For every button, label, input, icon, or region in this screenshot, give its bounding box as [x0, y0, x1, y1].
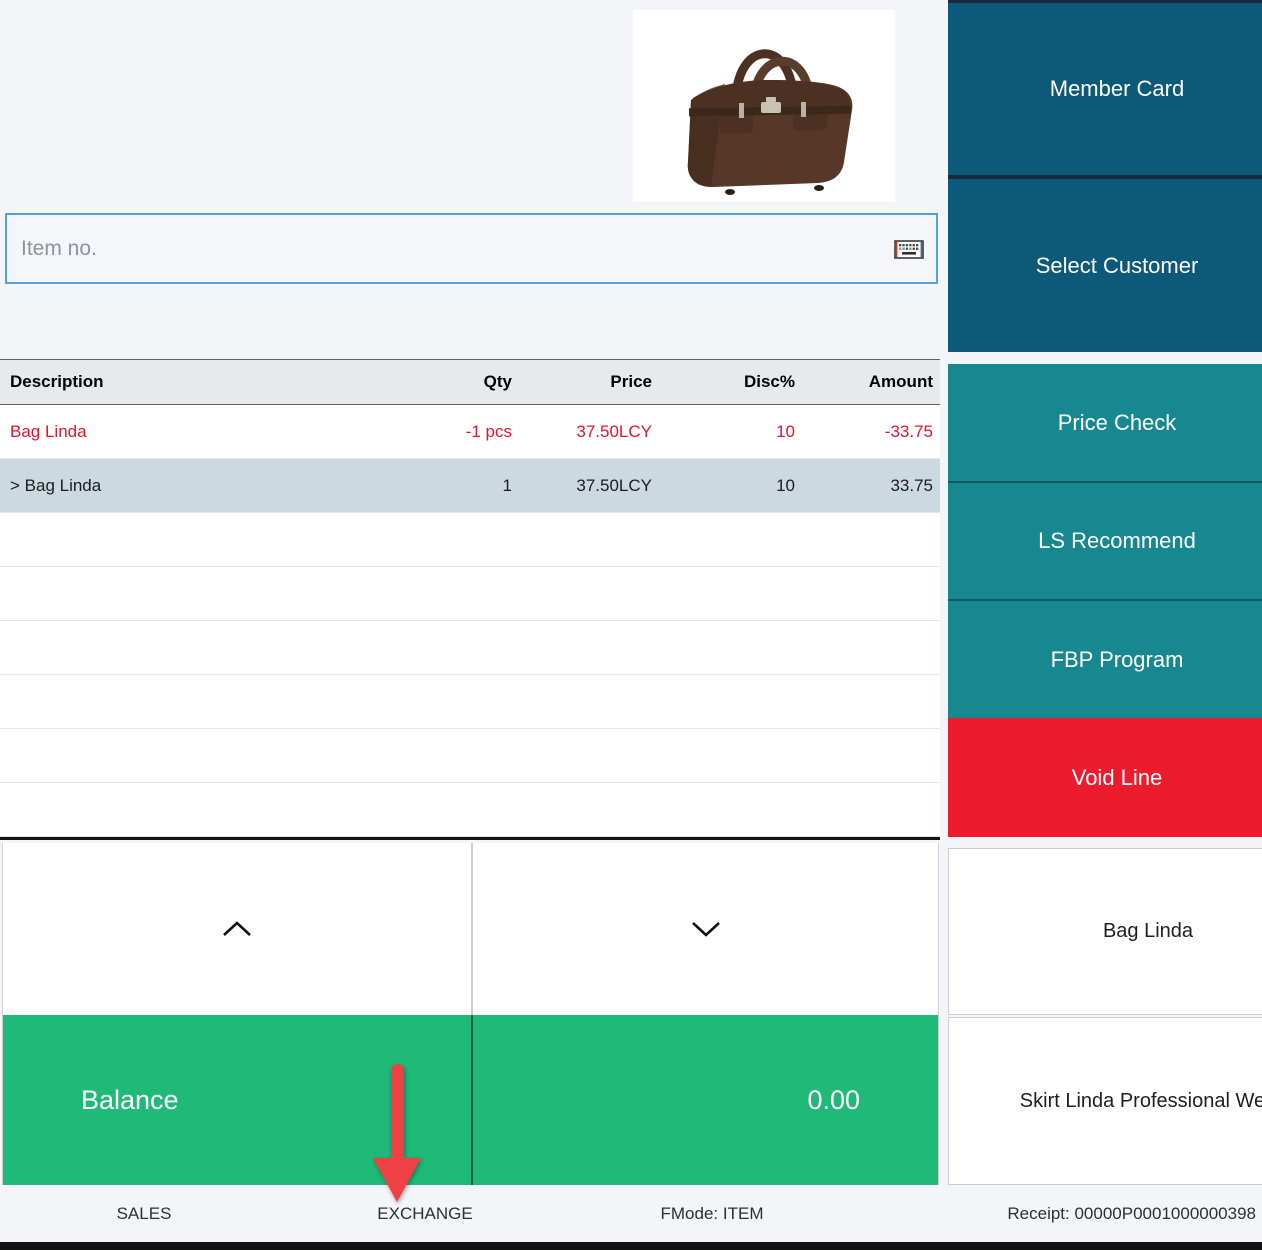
sales-lines-table: Description Qty Price Disc% Amount Bag L… — [0, 359, 940, 840]
cell-description: > Bag Linda — [10, 475, 102, 495]
ls-recommend-button[interactable]: LS Recommend — [948, 483, 1262, 601]
col-qty: Qty — [483, 372, 512, 391]
table-row-return-line[interactable]: Bag Linda -1 pcs 37.50LCY 10 -33.75 — [0, 405, 940, 459]
cell-amount: -33.75 — [884, 421, 933, 441]
status-fmode: FMode: ITEM — [660, 1203, 764, 1223]
balance-value: 0.00 — [471, 1015, 938, 1185]
scroll-up-button[interactable] — [3, 843, 471, 1015]
item-button-panel: Bag Linda Skirt Linda Professional Wea — [948, 848, 1262, 1185]
cell-amount: 33.75 — [890, 475, 933, 495]
col-description: Description — [10, 372, 104, 391]
cell-disc: 10 — [776, 475, 795, 495]
cell-disc: 10 — [776, 421, 795, 441]
cell-qty: -1 pcs — [465, 421, 512, 441]
table-row-empty — [0, 621, 940, 675]
status-sales: SALES — [116, 1203, 172, 1223]
table-row-empty — [0, 567, 940, 621]
status-bar: SALES EXCHANGE FMode: ITEM Receipt: 0000… — [0, 1185, 1262, 1242]
table-row-selected-line[interactable]: > Bag Linda 1 37.50LCY 10 33.75 — [0, 459, 940, 513]
table-row-empty — [0, 513, 940, 567]
table-bottom-border — [0, 837, 940, 840]
chevron-up-icon — [223, 921, 251, 936]
status-exchange: EXCHANGE — [377, 1203, 473, 1223]
lower-left-panel: Balance 0.00 — [2, 843, 939, 1185]
cell-price: 37.50LCY — [576, 475, 652, 495]
chevron-down-icon — [691, 922, 720, 937]
balance-bar: Balance 0.00 — [3, 1015, 938, 1185]
table-row-empty — [0, 729, 940, 783]
member-card-button[interactable]: Member Card — [948, 0, 1262, 179]
table-row-empty — [0, 783, 940, 837]
table-row-empty — [0, 675, 940, 729]
select-customer-button[interactable]: Select Customer — [948, 179, 1262, 352]
balance-label: Balance — [81, 1084, 179, 1115]
col-amount: Amount — [868, 372, 933, 391]
keyboard-icon[interactable] — [894, 238, 924, 260]
fbp-program-button[interactable]: FBP Program — [948, 601, 1262, 718]
scroll-row — [3, 843, 938, 1015]
col-price: Price — [610, 372, 652, 391]
cell-price: 37.50LCY — [576, 421, 652, 441]
price-check-button[interactable]: Price Check — [948, 364, 1262, 483]
status-receipt: Receipt: 00000P0001000000398 — [1007, 1203, 1256, 1223]
cell-qty: 1 — [502, 475, 512, 495]
item-no-field — [5, 213, 938, 284]
item-button-skirt-linda[interactable]: Skirt Linda Professional Wea — [948, 1017, 1262, 1185]
scroll-down-button[interactable] — [471, 843, 938, 1015]
bottom-strip — [0, 1242, 1262, 1250]
item-button-bag-linda[interactable]: Bag Linda — [948, 848, 1262, 1015]
item-no-input[interactable] — [21, 236, 894, 261]
product-image — [633, 10, 895, 202]
function-button-panel: Member Card Select Customer Price Check … — [948, 0, 1262, 837]
void-line-button[interactable]: Void Line — [948, 718, 1262, 837]
table-header: Description Qty Price Disc% Amount — [0, 359, 940, 405]
cell-description: Bag Linda — [10, 421, 87, 441]
col-disc: Disc% — [743, 372, 795, 391]
handbag-image — [687, 49, 853, 195]
